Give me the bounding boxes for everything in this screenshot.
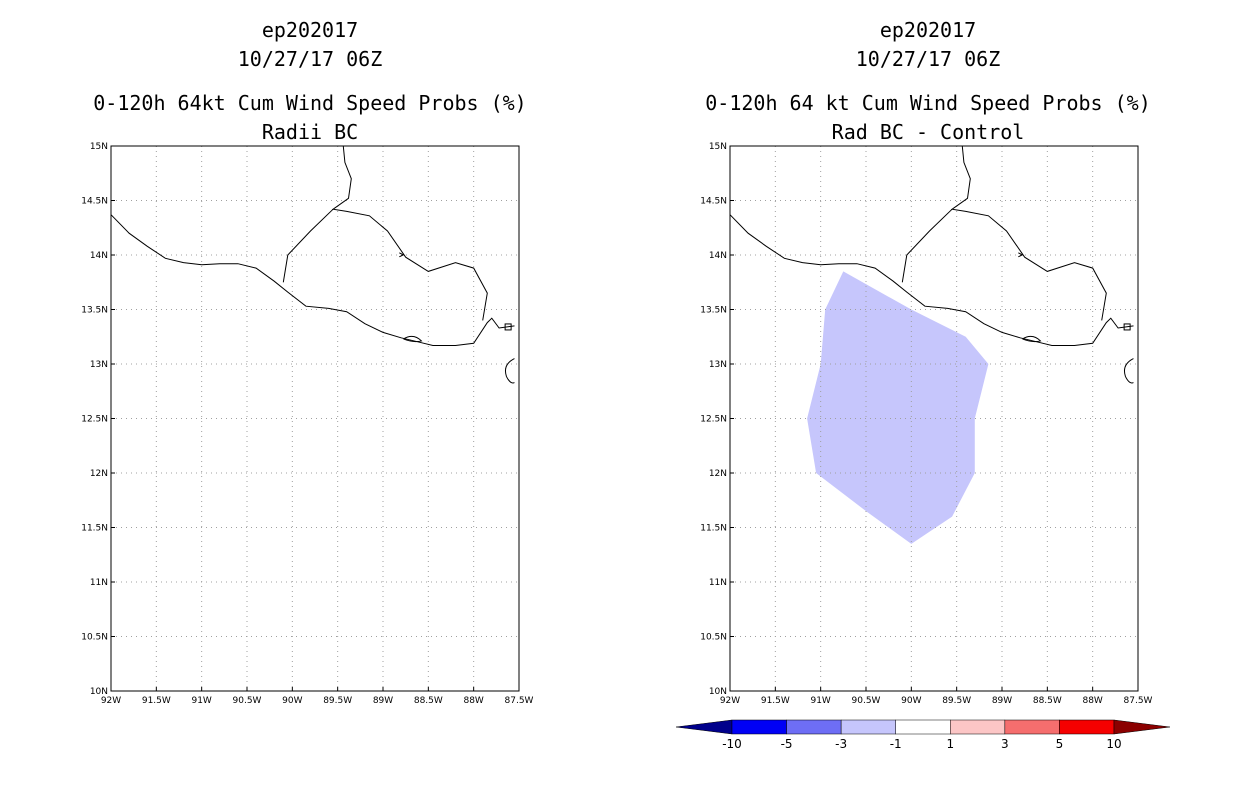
colorbar-tick-label: -3 [835, 737, 847, 751]
lat-tick-label: 11N [709, 578, 727, 588]
lon-tick-label: 91.5W [761, 696, 790, 706]
lon-tick-label: 88.5W [414, 696, 443, 706]
panel-left-title-line1: ep202017 [262, 18, 358, 42]
lat-tick-label: 13.5N [81, 306, 108, 316]
country-border [901, 208, 953, 283]
lon-tick-label: 91.5W [142, 696, 171, 706]
lat-tick-label: 12.5N [700, 415, 727, 425]
lon-tick-label: 90.5W [852, 696, 881, 706]
lat-tick-label: 11.5N [81, 524, 108, 534]
coastline-east [504, 358, 515, 384]
bay-mark [1022, 335, 1042, 343]
colorbar-tick-label: -10 [722, 737, 742, 751]
panel-right-title-line3: 0-120h 64 kt Cum Wind Speed Probs (%) [705, 91, 1151, 115]
lon-tick-label: 87.5W [1124, 696, 1153, 706]
panel-right: ep202017 10/27/17 06Z 0-120h 64 kt Cum W… [700, 18, 1152, 706]
lon-tick-label: 92W [101, 696, 121, 706]
colorbar-tick-label: 3 [1001, 737, 1009, 751]
lon-tick-label: 89W [373, 696, 393, 706]
lat-tick-label: 13N [90, 360, 108, 370]
colorbar-tick-label: 5 [1056, 737, 1064, 751]
lat-tick-label: 12N [709, 469, 727, 479]
lon-tick-label: 89.5W [323, 696, 352, 706]
panel-left-title-line2: 10/27/17 06Z [238, 47, 383, 71]
colorbar-swatch [895, 719, 951, 735]
map-frame [110, 145, 520, 692]
island-mark [504, 323, 512, 331]
lat-tick-label: 15N [709, 142, 727, 152]
lon-tick-label: 91W [191, 696, 211, 706]
lon-tick-label: 90.5W [233, 696, 262, 706]
colorbar-swatch [1004, 719, 1060, 735]
colorbar: -10 -5 -3 -1 1 3 5 10 [675, 719, 1171, 751]
bay-mark [403, 335, 423, 343]
colorbar-swatch [950, 719, 1006, 735]
panel-right-map: 92W 91.5W 91W 90.5W 90W 89.5W 89W 88.5W 88W 87.5W… [700, 142, 1153, 706]
panel-left-title-line4: Radii BC [262, 120, 358, 144]
coastline [111, 214, 515, 346]
lake-mark [399, 252, 405, 258]
lat-tick-label: 11N [90, 578, 108, 588]
lon-tick-label: 92W [720, 696, 740, 706]
lat-tick-label: 14N [709, 251, 727, 261]
panel-right-title-line1: ep202017 [880, 18, 976, 42]
lat-tick-label: 13N [709, 360, 727, 370]
wind-prob-difference-region [807, 271, 989, 544]
lat-tick-label: 14.5N [700, 197, 727, 207]
country-border [282, 208, 334, 283]
lat-tick-label: 10N [90, 687, 108, 697]
lon-tick-label: 87.5W [505, 696, 534, 706]
colorbar-low-arrow [675, 719, 733, 735]
lon-tick-label: 88.5W [1033, 696, 1062, 706]
panel-left-title-line3: 0-120h 64kt Cum Wind Speed Probs (%) [93, 91, 526, 115]
lat-tick-label: 10N [709, 687, 727, 697]
lat-tick-label: 12.5N [81, 415, 108, 425]
panel-right-title-line4: Rad BC - Control [832, 120, 1025, 144]
lon-tick-label: 89.5W [942, 696, 971, 706]
colorbar-swatch [1059, 719, 1115, 735]
lon-tick-label: 88W [463, 696, 483, 706]
colorbar-swatch [786, 719, 842, 735]
island-mark [1123, 323, 1131, 331]
lat-tick-label: 10.5N [700, 633, 727, 643]
coastline-east [1123, 358, 1134, 384]
lat-tick-label: 14.5N [81, 197, 108, 207]
lat-tick-label: 15N [90, 142, 108, 152]
country-border [950, 146, 1107, 321]
panel-left-map: 92W 91.5W 91W 90.5W 90W 89.5W 89W 88.5W 88W 87.5W… [81, 142, 534, 706]
colorbar-tick-label: 10 [1106, 737, 1121, 751]
lon-tick-label: 88W [1082, 696, 1102, 706]
lat-tick-label: 14N [90, 251, 108, 261]
lon-tick-label: 91W [810, 696, 830, 706]
colorbar-tick-label: 1 [946, 737, 954, 751]
lat-tick-label: 10.5N [81, 633, 108, 643]
colorbar-swatch [840, 719, 896, 735]
lon-tick-label: 90W [901, 696, 921, 706]
colorbar-swatch [731, 719, 787, 735]
colorbar-tick-label: -5 [781, 737, 793, 751]
panel-right-title-line2: 10/27/17 06Z [856, 47, 1001, 71]
panel-left: ep202017 10/27/17 06Z 0-120h 64kt Cum Wi… [81, 18, 533, 706]
colorbar-tick-label: -1 [890, 737, 902, 751]
country-border [331, 146, 488, 321]
lon-tick-label: 90W [282, 696, 302, 706]
lat-tick-label: 11.5N [700, 524, 727, 534]
lat-tick-label: 12N [90, 469, 108, 479]
colorbar-high-arrow [1113, 719, 1171, 735]
coastline [730, 214, 1134, 346]
lake-mark [1018, 252, 1024, 258]
lon-tick-label: 89W [992, 696, 1012, 706]
lat-tick-label: 13.5N [700, 306, 727, 316]
